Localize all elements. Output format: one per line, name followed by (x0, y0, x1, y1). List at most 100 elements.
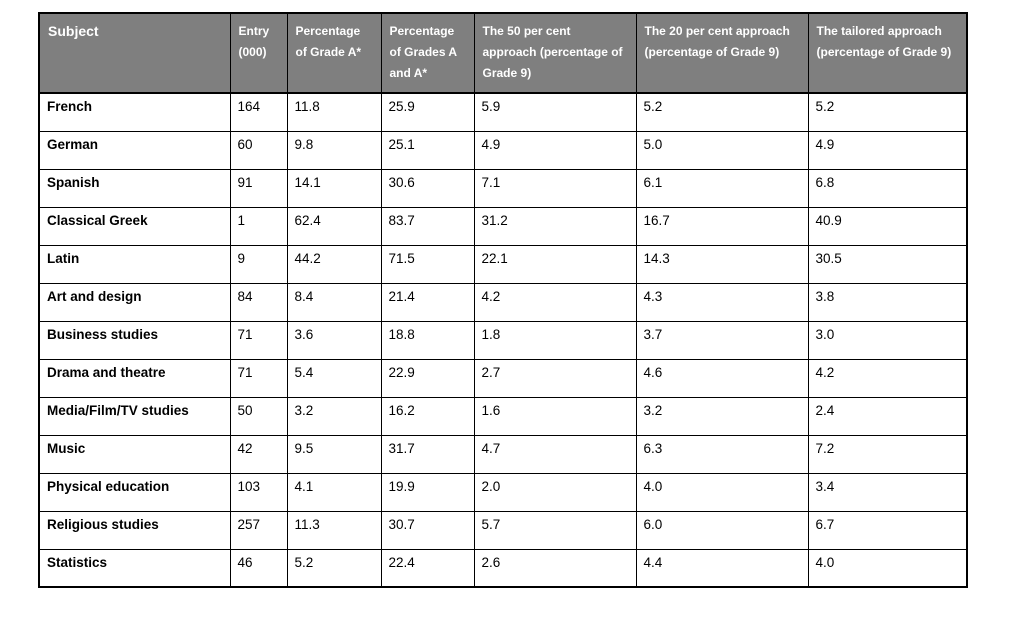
table-row: Religious studies 257 11.3 30.7 5.7 6.0 6.7 (38, 510, 968, 550)
value-cell: 1.8 (473, 320, 637, 360)
column-header-subject: Subject (38, 12, 231, 94)
value-cell: 9.8 (286, 130, 382, 170)
subject-cell: Art and design (38, 282, 231, 322)
value-cell: 4.3 (635, 282, 809, 322)
header-row: Subject Entry (000) Percentage of Grade … (38, 12, 968, 94)
value-cell: 22.1 (473, 244, 637, 284)
value-cell: 44.2 (286, 244, 382, 284)
table-row: German 60 9.8 25.1 4.9 5.0 4.9 (38, 130, 968, 170)
subject-cell: Business studies (38, 320, 231, 360)
value-cell: 2.4 (807, 396, 968, 436)
value-cell: 4.7 (473, 434, 637, 474)
column-header-entry: Entry (000) (229, 12, 288, 94)
value-cell: 18.8 (380, 320, 475, 360)
table-row: Statistics 46 5.2 22.4 2.6 4.4 4.0 (38, 548, 968, 588)
value-cell: 6.7 (807, 510, 968, 550)
value-cell: 8.4 (286, 282, 382, 322)
value-cell: 4.9 (473, 130, 637, 170)
value-cell: 6.3 (635, 434, 809, 474)
value-cell: 30.5 (807, 244, 968, 284)
value-cell: 4.2 (473, 282, 637, 322)
value-cell: 30.6 (380, 168, 475, 208)
value-cell: 42 (229, 434, 288, 474)
value-cell: 2.7 (473, 358, 637, 398)
value-cell: 21.4 (380, 282, 475, 322)
value-cell: 31.2 (473, 206, 637, 246)
value-cell: 71 (229, 320, 288, 360)
value-cell: 22.4 (380, 548, 475, 588)
value-cell: 5.9 (473, 92, 637, 132)
value-cell: 1 (229, 206, 288, 246)
value-cell: 31.7 (380, 434, 475, 474)
subject-cell: Latin (38, 244, 231, 284)
value-cell: 4.9 (807, 130, 968, 170)
value-cell: 91 (229, 168, 288, 208)
table-row: Latin 9 44.2 71.5 22.1 14.3 30.5 (38, 244, 968, 284)
value-cell: 16.2 (380, 396, 475, 436)
table-row: Music 42 9.5 31.7 4.7 6.3 7.2 (38, 434, 968, 474)
value-cell: 22.9 (380, 358, 475, 398)
value-cell: 11.3 (286, 510, 382, 550)
value-cell: 9.5 (286, 434, 382, 474)
value-cell: 2.6 (473, 548, 637, 588)
value-cell: 19.9 (380, 472, 475, 512)
column-header-percentage-grades-a-and-a-star: Percentage of Grades A and A* (380, 12, 475, 94)
value-cell: 9 (229, 244, 288, 284)
value-cell: 14.3 (635, 244, 809, 284)
subject-cell: Spanish (38, 168, 231, 208)
value-cell: 4.2 (807, 358, 968, 398)
value-cell: 4.1 (286, 472, 382, 512)
value-cell: 16.7 (635, 206, 809, 246)
value-cell: 5.2 (286, 548, 382, 588)
value-cell: 25.9 (380, 92, 475, 132)
column-header-50-per-cent-approach: The 50 per cent approach (percentage of … (473, 12, 637, 94)
value-cell: 3.7 (635, 320, 809, 360)
value-cell: 60 (229, 130, 288, 170)
subject-cell: French (38, 92, 231, 132)
subject-cell: Statistics (38, 548, 231, 588)
value-cell: 6.8 (807, 168, 968, 208)
value-cell: 2.0 (473, 472, 637, 512)
value-cell: 84 (229, 282, 288, 322)
table-row: Art and design 84 8.4 21.4 4.2 4.3 3.8 (38, 282, 968, 322)
value-cell: 1.6 (473, 396, 637, 436)
value-cell: 7.1 (473, 168, 637, 208)
value-cell: 5.7 (473, 510, 637, 550)
value-cell: 3.6 (286, 320, 382, 360)
value-cell: 3.2 (635, 396, 809, 436)
table-row: Drama and theatre 71 5.4 22.9 2.7 4.6 4.2 (38, 358, 968, 398)
value-cell: 25.1 (380, 130, 475, 170)
value-cell: 4.6 (635, 358, 809, 398)
value-cell: 40.9 (807, 206, 968, 246)
value-cell: 5.2 (807, 92, 968, 132)
table-row: Physical education 103 4.1 19.9 2.0 4.0 3.4 (38, 472, 968, 512)
column-header-20-per-cent-approach: The 20 per cent approach (percentage of … (635, 12, 809, 94)
value-cell: 3.0 (807, 320, 968, 360)
subject-cell: Drama and theatre (38, 358, 231, 398)
value-cell: 83.7 (380, 206, 475, 246)
value-cell: 71.5 (380, 244, 475, 284)
value-cell: 3.4 (807, 472, 968, 512)
value-cell: 62.4 (286, 206, 382, 246)
value-cell: 11.8 (286, 92, 382, 132)
value-cell: 5.4 (286, 358, 382, 398)
value-cell: 14.1 (286, 168, 382, 208)
grade-comparison-table: Subject Entry (000) Percentage of Grade … (38, 12, 968, 588)
subject-cell: German (38, 130, 231, 170)
value-cell: 7.2 (807, 434, 968, 474)
value-cell: 164 (229, 92, 288, 132)
value-cell: 5.2 (635, 92, 809, 132)
column-header-percentage-grade-a-star: Percentage of Grade A* (286, 12, 382, 94)
value-cell: 4.0 (635, 472, 809, 512)
table-row: Media/Film/TV studies 50 3.2 16.2 1.6 3.2 2.4 (38, 396, 968, 436)
value-cell: 3.2 (286, 396, 382, 436)
value-cell: 103 (229, 472, 288, 512)
value-cell: 4.4 (635, 548, 809, 588)
value-cell: 46 (229, 548, 288, 588)
value-cell: 257 (229, 510, 288, 550)
value-cell: 30.7 (380, 510, 475, 550)
value-cell: 4.0 (807, 548, 968, 588)
table-row: Spanish 91 14.1 30.6 7.1 6.1 6.8 (38, 168, 968, 208)
table-row: Business studies 71 3.6 18.8 1.8 3.7 3.0 (38, 320, 968, 360)
